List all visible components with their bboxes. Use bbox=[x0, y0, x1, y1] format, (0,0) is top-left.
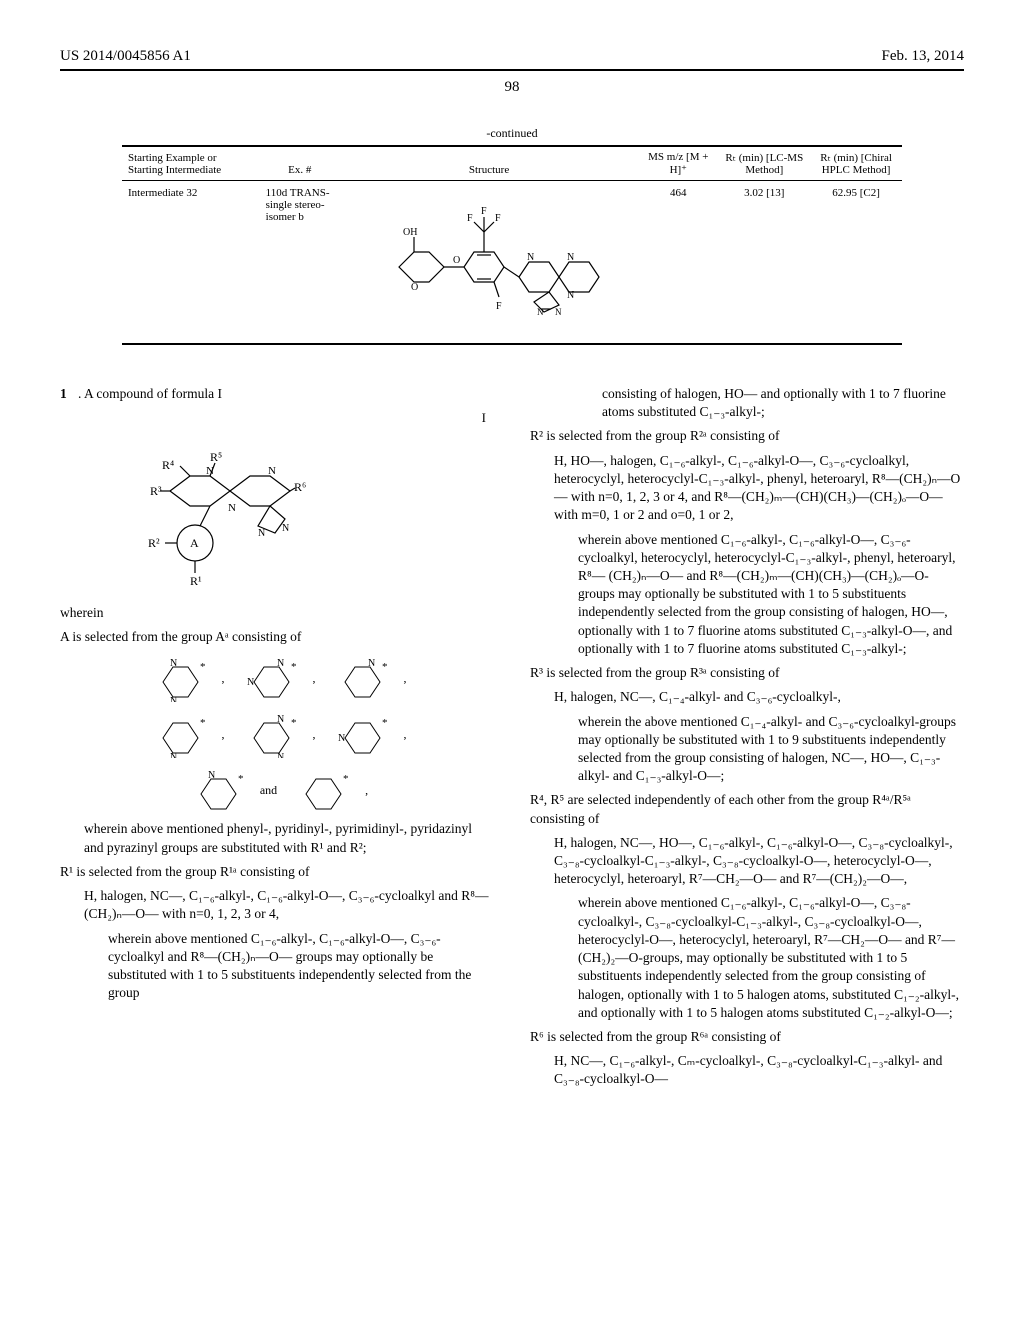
svg-text:N: N bbox=[268, 465, 276, 477]
ring-row-1: NN* , NN* , N* , bbox=[60, 652, 494, 702]
svg-text:R⁵: R⁵ bbox=[210, 450, 222, 464]
r2-head: R² is selected from the group R²ᵃ consis… bbox=[530, 427, 964, 445]
r45-body: H, halogen, NC—, HO—, C₁₋₆-alkyl-, C₁₋₆-… bbox=[554, 834, 964, 889]
svg-text:*: * bbox=[238, 773, 244, 785]
svg-text:*: * bbox=[291, 717, 297, 729]
svg-text:*: * bbox=[200, 717, 206, 729]
svg-text:A: A bbox=[190, 536, 199, 550]
page-number: 98 bbox=[60, 79, 964, 96]
r1-where: wherein above mentioned C₁₋₆-alkyl-, C₁₋… bbox=[108, 930, 494, 1003]
svg-text:N: N bbox=[567, 290, 574, 301]
col-rt1: Rₜ (min) [LC-MS Method] bbox=[718, 147, 810, 181]
svg-text:N: N bbox=[170, 696, 177, 702]
svg-text:N: N bbox=[228, 502, 236, 514]
table-continued-label: -continued bbox=[122, 126, 902, 141]
svg-text:R⁴: R⁴ bbox=[162, 458, 174, 472]
svg-text:R¹: R¹ bbox=[190, 574, 202, 588]
svg-text:N: N bbox=[170, 752, 177, 758]
r1-continuation: consisting of halogen, HO— and optionall… bbox=[602, 385, 964, 421]
col-ms: MS m/z [M + H]⁺ bbox=[638, 147, 718, 181]
group-a-head: A is selected from the group Aᵃ consisti… bbox=[60, 628, 494, 646]
svg-text:F: F bbox=[481, 206, 487, 217]
svg-text:*: * bbox=[382, 661, 388, 673]
formula-structure-icon: N N N N N R³ R⁴ R⁵ R⁶ bbox=[120, 431, 340, 591]
svg-text:R⁶: R⁶ bbox=[294, 480, 306, 494]
cell-structure: O OH O bbox=[340, 181, 638, 344]
svg-text:N: N bbox=[258, 528, 265, 539]
svg-text:N: N bbox=[208, 770, 215, 781]
svg-text:*: * bbox=[200, 661, 206, 673]
svg-text:N: N bbox=[170, 658, 177, 669]
svg-text:N: N bbox=[277, 752, 284, 758]
col-rt2: Rₜ (min) [Chiral HPLC Method] bbox=[810, 147, 902, 181]
svg-text:N: N bbox=[282, 523, 289, 534]
ring-icon: N* bbox=[330, 708, 390, 758]
ring-icon: N* bbox=[330, 652, 390, 702]
r6-head: R⁶ is selected from the group R⁶ᵃ consis… bbox=[530, 1028, 964, 1046]
right-column: consisting of halogen, HO— and optionall… bbox=[530, 385, 964, 1095]
group-a-note: wherein above mentioned phenyl-, pyridin… bbox=[84, 820, 494, 856]
data-table: -continued Starting Example or Starting … bbox=[122, 126, 902, 345]
structure-icon: O OH O bbox=[369, 187, 609, 337]
svg-text:*: * bbox=[382, 717, 388, 729]
formula-label: I bbox=[60, 409, 486, 427]
cell-rt1: 3.02 [13] bbox=[718, 181, 810, 344]
svg-text:N: N bbox=[338, 733, 345, 744]
r2-body: H, HO—, halogen, C₁₋₆-alkyl-, C₁₋₆-alkyl… bbox=[554, 452, 964, 525]
cell-ex: 110d TRANS- single stereo- isomer b bbox=[260, 181, 340, 344]
r1-head: R¹ is selected from the group R¹ᵃ consis… bbox=[60, 863, 494, 881]
svg-text:N: N bbox=[368, 658, 375, 669]
ring-icon: N N * bbox=[239, 652, 299, 702]
cell-start: Intermediate 32 bbox=[122, 181, 260, 344]
ring-icon: N N * bbox=[148, 652, 208, 702]
svg-text:O: O bbox=[411, 282, 418, 293]
r3-head: R³ is selected from the group R³ᵃ consis… bbox=[530, 664, 964, 682]
svg-text:F: F bbox=[495, 213, 501, 224]
svg-text:F: F bbox=[496, 301, 502, 312]
svg-text:OH: OH bbox=[403, 227, 417, 238]
cell-ms: 464 bbox=[638, 181, 718, 344]
cell-rt2: 62.95 [C2] bbox=[810, 181, 902, 344]
svg-text:N: N bbox=[567, 252, 574, 263]
svg-text:N: N bbox=[555, 307, 562, 317]
svg-text:N: N bbox=[277, 658, 284, 669]
patent-date: Feb. 13, 2014 bbox=[882, 48, 965, 65]
claim-lead-text: . A compound of formula I bbox=[78, 385, 222, 403]
svg-text:*: * bbox=[291, 661, 297, 673]
table-row: Intermediate 32 110d TRANS- single stere… bbox=[122, 181, 902, 344]
svg-text:R²: R² bbox=[148, 536, 160, 550]
ring-row-3: N* and * , bbox=[60, 764, 494, 814]
header-rule bbox=[60, 69, 964, 71]
col-structure: Structure bbox=[340, 147, 638, 181]
svg-text:N: N bbox=[527, 252, 534, 263]
ring-icon: N N * bbox=[239, 708, 299, 758]
ring-icon: * bbox=[291, 764, 351, 814]
claim-number: 1 bbox=[60, 385, 78, 403]
ring-icon: N* bbox=[186, 764, 246, 814]
svg-text:N: N bbox=[247, 677, 254, 688]
patent-number: US 2014/0045856 A1 bbox=[60, 48, 191, 65]
wherein-label: wherein bbox=[60, 604, 494, 622]
r45-where: wherein above mentioned C₁₋₆-alkyl-, C₁₋… bbox=[578, 894, 964, 1022]
left-column: 1 . A compound of formula I I N N N N bbox=[60, 385, 494, 1095]
col-start: Starting Example or Starting Intermediat… bbox=[122, 147, 260, 181]
ring-row-2: N* , NN* , N* , bbox=[60, 708, 494, 758]
ring-icon: N* bbox=[148, 708, 208, 758]
svg-text:N: N bbox=[277, 714, 284, 725]
r1-body: H, halogen, NC—, C₁₋₆-alkyl-, C₁₋₆-alkyl… bbox=[84, 887, 494, 923]
r3-body: H, halogen, NC—, C₁₋₄-alkyl- and C₃₋₆-cy… bbox=[554, 688, 964, 706]
r6-body: H, NC—, C₁₋₆-alkyl-, Cₘ-cycloalkyl-, C₃₋… bbox=[554, 1052, 964, 1088]
r2-where: wherein above mentioned C₁₋₆-alkyl-, C₁₋… bbox=[578, 531, 964, 659]
r45-head: R⁴, R⁵ are selected independently of eac… bbox=[530, 791, 964, 827]
svg-text:*: * bbox=[343, 773, 349, 785]
r3-where: wherein the above mentioned C₁₋₄-alkyl- … bbox=[578, 713, 964, 786]
svg-text:F: F bbox=[467, 213, 473, 224]
svg-text:O: O bbox=[453, 255, 460, 266]
col-ex: Ex. # bbox=[260, 147, 340, 181]
